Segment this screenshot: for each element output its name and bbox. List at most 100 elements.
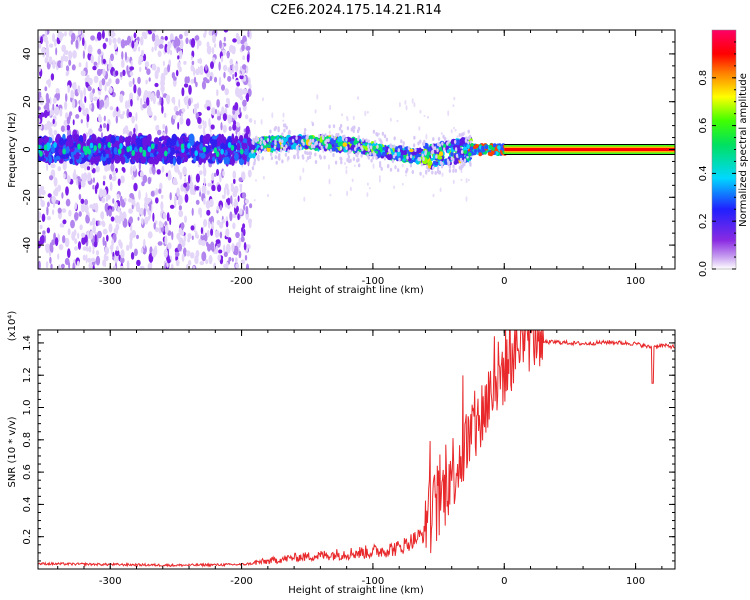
noise-speck [88, 262, 93, 269]
carrier-speck [249, 144, 256, 151]
carrier-speck [202, 146, 207, 153]
halo-speck [398, 157, 401, 162]
noise-speck [78, 62, 82, 68]
halo-speck [325, 138, 328, 143]
noise-speck [68, 209, 72, 217]
noise-speck [96, 31, 102, 41]
noise-speck [96, 98, 100, 109]
noise-speck [104, 202, 110, 213]
noise-speck [73, 169, 76, 177]
halo-speck [460, 132, 464, 137]
noise-speck [184, 215, 187, 224]
noise-speck [349, 186, 352, 192]
noise-speck [189, 174, 193, 183]
noise-speck [61, 44, 67, 53]
noise-speck [204, 64, 208, 71]
halo-speck [328, 124, 331, 129]
noise-speck [154, 227, 160, 233]
noise-speck [131, 115, 135, 124]
noise-speck [127, 99, 131, 109]
halo-speck [335, 133, 338, 137]
noise-speck [239, 75, 244, 80]
noise-speck [147, 216, 150, 222]
noise-speck [178, 34, 183, 40]
halo-speck [278, 156, 281, 161]
noise-speck [117, 37, 121, 44]
halo-speck [463, 158, 467, 163]
noise-speck [151, 30, 157, 33]
noise-speck [246, 263, 249, 269]
noise-speck [174, 198, 177, 208]
spectro-x-tick-label: 0 [501, 276, 507, 287]
noise-speck [49, 110, 52, 117]
carrier-speck [90, 156, 95, 165]
noise-speck [378, 175, 381, 180]
noise-speck [90, 54, 94, 64]
noise-speck [218, 76, 222, 87]
carrier-speck [396, 151, 401, 157]
halo-speck [397, 148, 400, 153]
noise-speck [86, 172, 92, 182]
noise-speck [146, 97, 150, 106]
noise-speck [79, 98, 83, 108]
noise-speck [353, 164, 356, 167]
noise-speck [234, 63, 239, 73]
noise-speck [329, 193, 332, 197]
noise-speck [130, 60, 133, 67]
noise-speck [138, 55, 144, 62]
noise-speck [239, 95, 244, 101]
noise-speck [102, 236, 105, 246]
noise-speck [52, 33, 55, 42]
spectro-x-tick-label: -300 [99, 276, 122, 287]
noise-speck [282, 112, 285, 118]
halo-speck [367, 147, 370, 152]
noise-speck [98, 80, 102, 90]
noise-speck [227, 114, 232, 124]
noise-speck [154, 44, 158, 52]
noise-speck [89, 91, 93, 102]
noise-speck [46, 206, 49, 216]
halo-speck [269, 129, 272, 134]
noise-speck [243, 75, 247, 82]
noise-speck [453, 96, 456, 101]
noise-speck [124, 51, 127, 61]
halo-speck [309, 151, 313, 156]
noise-speck [108, 64, 112, 71]
carrier-speck [337, 136, 343, 143]
noise-speck [67, 228, 71, 236]
noise-speck [160, 221, 164, 228]
carrier-speck [319, 137, 323, 143]
noise-speck [188, 98, 192, 107]
noise-speck [206, 229, 210, 238]
noise-speck [219, 204, 223, 211]
halo-speck [378, 161, 382, 165]
noise-speck [86, 166, 91, 171]
halo-speck [334, 160, 338, 165]
noise-speck [156, 124, 160, 130]
noise-speck [242, 99, 247, 107]
halo-speck [424, 150, 427, 154]
noise-speck [241, 44, 245, 52]
snr-y-tick-label: 1.0 [22, 400, 33, 416]
noise-speck [164, 35, 168, 41]
noise-speck [232, 63, 235, 74]
noise-speck [194, 255, 199, 265]
noise-speck [405, 105, 408, 111]
halo-speck [373, 139, 377, 144]
noise-speck [183, 96, 188, 104]
noise-speck [47, 201, 50, 208]
noise-speck [131, 230, 137, 238]
carrier-speck [251, 152, 256, 159]
noise-speck [364, 110, 367, 117]
halo-speck [318, 142, 321, 147]
carrier-speck [337, 141, 344, 147]
noise-speck [190, 55, 193, 60]
noise-speck [114, 201, 118, 209]
noise-speck [169, 217, 172, 226]
noise-speck [234, 71, 238, 78]
halo-speck [270, 152, 273, 157]
noise-speck [226, 188, 230, 196]
carrier-speck [331, 141, 335, 145]
noise-speck [38, 260, 41, 269]
noise-speck [229, 64, 233, 70]
